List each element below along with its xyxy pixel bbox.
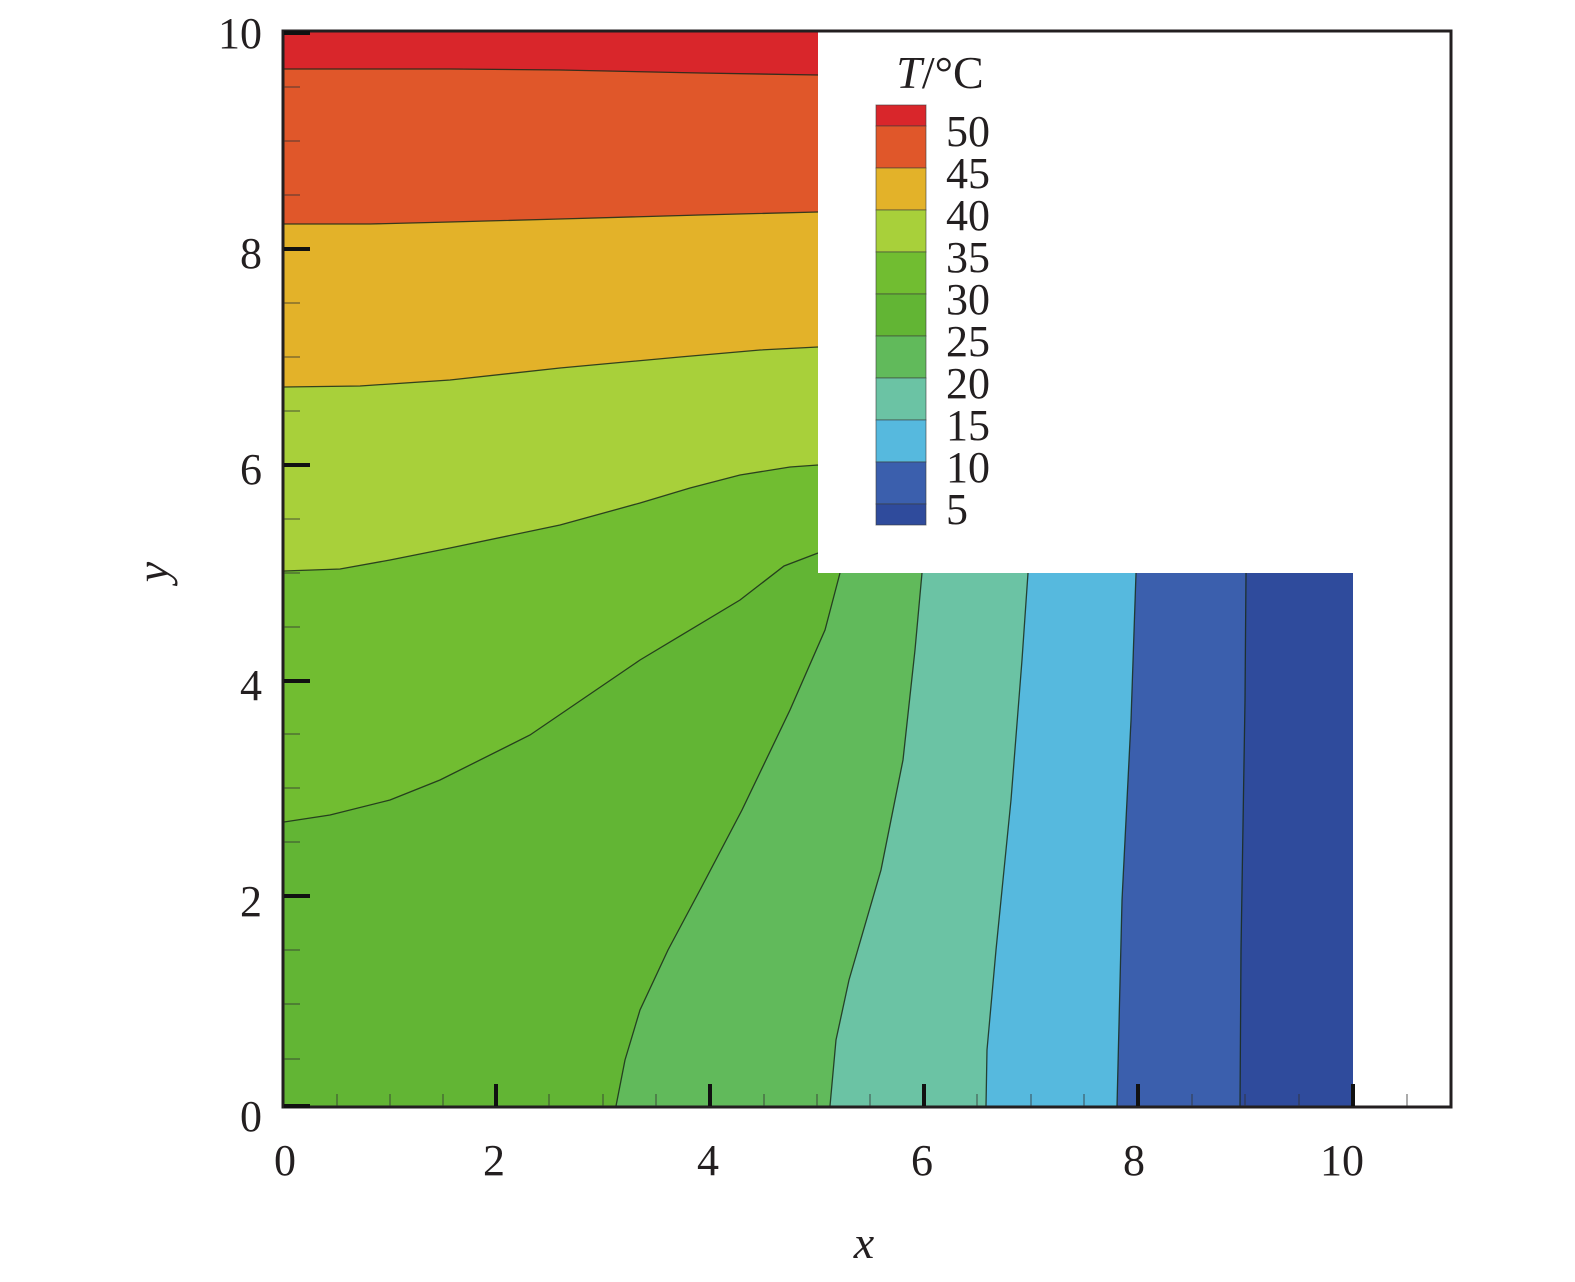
colorbar-legend: T/°C 50 45 40 35 30 25 20 15 10 5 (875, 47, 990, 534)
y-tick-0: 0 (240, 1092, 262, 1141)
contour-fill (284, 32, 1353, 1106)
legend-label-10: 10 (946, 443, 990, 492)
y-tick-4: 4 (240, 661, 262, 710)
legend-label-50: 50 (946, 107, 990, 156)
legend-label-15: 15 (946, 401, 990, 450)
y-tick-8: 8 (240, 229, 262, 278)
x-tick-labels: 0 2 4 6 8 10 (274, 1136, 1364, 1185)
legend-label-5: 5 (946, 485, 968, 534)
legend-label-45: 45 (946, 149, 990, 198)
x-tick-8: 8 (1123, 1136, 1145, 1185)
y-tick-6: 6 (240, 445, 262, 494)
legend-label-35: 35 (946, 233, 990, 282)
y-tick-10: 10 (218, 9, 262, 58)
legend-label-40: 40 (946, 191, 990, 240)
legend-label-25: 25 (946, 317, 990, 366)
legend-title: T/°C (896, 47, 983, 98)
y-major-ticks (284, 31, 310, 1108)
legend-label-30: 30 (946, 275, 990, 324)
x-tick-4: 4 (697, 1136, 719, 1185)
band-50-plus (284, 32, 830, 75)
contour-lines (284, 68, 1247, 1106)
x-tick-6: 6 (911, 1136, 933, 1185)
x-tick-10: 10 (1320, 1136, 1364, 1185)
y-minor-ticks (284, 86, 300, 1060)
x-tick-2: 2 (483, 1136, 505, 1185)
plot-frame (281, 29, 1453, 1109)
x-minor-ticks (336, 1094, 1408, 1106)
y-tick-2: 2 (240, 877, 262, 926)
x-axis-title: x (853, 1217, 875, 1268)
x-tick-0: 0 (274, 1136, 296, 1185)
y-axis-title: y (127, 561, 178, 586)
x-major-ticks (494, 1084, 1355, 1106)
y-tick-labels: 0 2 4 6 8 10 (218, 9, 262, 1141)
legend-label-20: 20 (946, 359, 990, 408)
